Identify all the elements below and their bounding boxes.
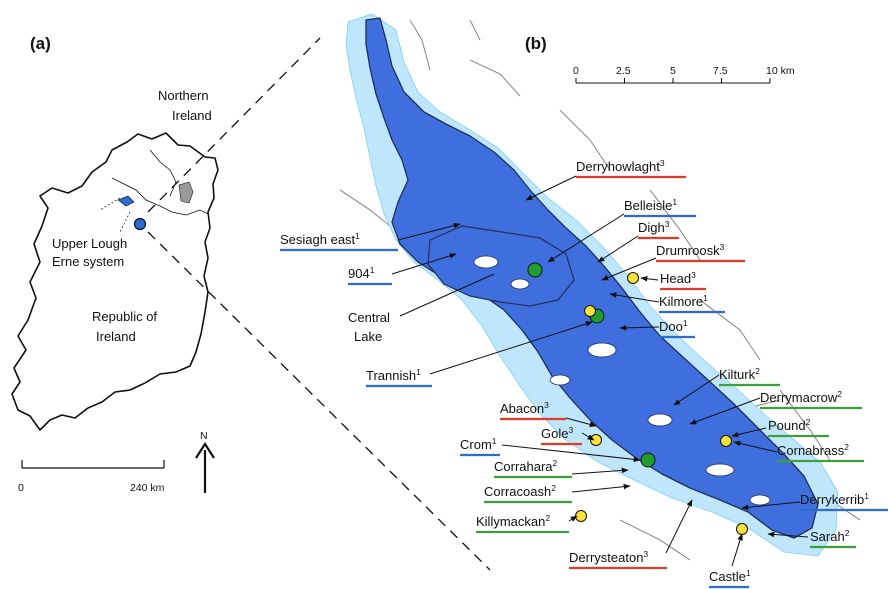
overview-scale-tick-0: 0 bbox=[18, 482, 24, 494]
connector-line-bottom bbox=[147, 231, 491, 571]
lake-label-gole: Gole3 bbox=[541, 425, 573, 441]
lake-label-cornabrass: Cornabrass2 bbox=[777, 442, 849, 458]
republic-label-1: Republic of bbox=[92, 309, 157, 324]
lake-label-904: 9041 bbox=[348, 265, 375, 281]
yellow-marker-castle bbox=[736, 523, 748, 535]
lake-label-castle: Castle1 bbox=[709, 568, 751, 584]
leader-arrow-head bbox=[640, 275, 659, 282]
upper-lough-erne-marker bbox=[133, 217, 147, 231]
detail-scale-tick-3: 7.5 bbox=[713, 65, 728, 77]
leader-arrow-derrysteaton bbox=[665, 499, 693, 554]
republic-label-2: Ireland bbox=[96, 329, 136, 344]
leader-arrow-derryhowlaght bbox=[525, 175, 577, 201]
yellow-marker-doo bbox=[584, 305, 596, 317]
leader-arrow-pound bbox=[731, 427, 767, 438]
lake-label-abacon: Abacon3 bbox=[500, 400, 549, 416]
lake-label-corrahara: Corrahara2 bbox=[494, 458, 558, 474]
leader-arrow-crom bbox=[501, 444, 641, 463]
lake-label-sarah: Sarah2 bbox=[810, 528, 850, 544]
north-label: N bbox=[200, 430, 208, 442]
leader-arrow-doo bbox=[619, 325, 660, 331]
leader-arrow-904 bbox=[391, 253, 457, 275]
leader-arrow-killymackan bbox=[568, 515, 578, 522]
leader-arrow-corracoash bbox=[571, 483, 631, 493]
detail-scale-bar: 0 2.5 5 7.5 10 km bbox=[573, 65, 795, 84]
central-lake-label-1: Central bbox=[348, 310, 390, 325]
northern-ireland-label-1: Northern bbox=[158, 88, 209, 103]
overview-scale-tick-1: 240 km bbox=[130, 482, 165, 494]
system-label-1: Upper Lough bbox=[52, 236, 127, 251]
detail-map: (b) bbox=[280, 13, 888, 589]
border-line-north bbox=[149, 149, 177, 197]
system-label-2: Erne system bbox=[52, 254, 124, 269]
leader-arrow-castle bbox=[731, 533, 743, 567]
lake-label-kilturk: Kilturk2 bbox=[719, 366, 760, 382]
lake-label-doo: Doo1 bbox=[659, 318, 688, 334]
north-arrow: N bbox=[195, 430, 215, 493]
lake-label-pound: Pound2 bbox=[768, 417, 811, 433]
green-marker-belleisle bbox=[527, 262, 543, 278]
lake-label-sesiagh-east: Sesiagh east1 bbox=[280, 231, 360, 247]
lake-label-derrykerrib: Derrykerrib1 bbox=[800, 491, 869, 507]
panel-label-b: (b) bbox=[525, 34, 547, 53]
lough-water bbox=[365, 17, 819, 539]
lake-labels: Sesiagh east1 9041 Trannish1 Abacon3 Gole3 Cr… bbox=[280, 158, 888, 589]
yellow-marker-pound bbox=[720, 435, 732, 447]
overview-map: (a) Northern Ireland Republic of Ireland… bbox=[11, 34, 219, 494]
central-lake-label-2: Lake bbox=[354, 329, 382, 344]
lough-neagh bbox=[178, 181, 194, 204]
lake-label-derrymacrow: Derrymacrow2 bbox=[760, 389, 842, 405]
lake-label-kilmore: Kilmore1 bbox=[659, 293, 708, 309]
lake-label-crom: Crom1 bbox=[460, 436, 497, 452]
lake-label-drumroosk: Drumroosk3 bbox=[656, 242, 725, 258]
central-lake bbox=[427, 225, 575, 307]
leader-arrow-cornabrass bbox=[733, 440, 778, 453]
yellow-marker-gole bbox=[590, 434, 602, 446]
ireland-outline bbox=[11, 132, 219, 431]
leader-arrow-derrykerrib bbox=[741, 501, 801, 511]
detail-scale-tick-0: 0 bbox=[573, 65, 579, 77]
site-markers bbox=[527, 262, 748, 535]
leader-arrow-trannish bbox=[429, 321, 593, 375]
leader-arrow-belleisle bbox=[547, 213, 625, 263]
leader-arrow-digh bbox=[597, 235, 639, 263]
lake-label-digh: Digh3 bbox=[638, 219, 670, 235]
leader-arrow-sarah bbox=[767, 531, 809, 538]
islands bbox=[473, 255, 771, 506]
detail-scale-tick-2: 5 bbox=[670, 65, 676, 77]
leader-arrow-abacon bbox=[565, 417, 597, 428]
lake-label-derrysteaton: Derrysteaton3 bbox=[569, 549, 648, 565]
lake-label-trannish: Trannish1 bbox=[366, 367, 421, 383]
yellow-marker-head bbox=[627, 272, 639, 284]
leader-arrow-corrahara bbox=[571, 467, 629, 475]
detail-scale-tick-1: 2.5 bbox=[616, 65, 631, 77]
green-marker-crom bbox=[640, 452, 656, 468]
connector-line-top bbox=[147, 37, 321, 213]
leader-arrow-drumroosk bbox=[601, 257, 657, 281]
overview-scale-bar: 0 240 km bbox=[18, 460, 165, 494]
northern-ireland-label-2: Ireland bbox=[172, 108, 212, 123]
panel-label-a: (a) bbox=[30, 34, 51, 53]
leader-arrow-gole bbox=[581, 432, 595, 441]
lake-label-corracoash: Corracoash2 bbox=[484, 483, 556, 499]
detail-scale-tick-4: 10 km bbox=[766, 65, 795, 77]
leader-arrow-kilmore bbox=[609, 292, 660, 303]
leader-arrow-kilturk bbox=[673, 374, 720, 406]
leader-arrow-derrymacrow bbox=[689, 397, 761, 425]
leader-arrow-sesiagh-east bbox=[397, 222, 461, 241]
lake-label-killymackan: Killymackan2 bbox=[476, 513, 550, 529]
lake-label-head: Head3 bbox=[660, 270, 696, 286]
border-line bbox=[111, 177, 209, 216]
lower-lough-erne bbox=[117, 195, 135, 207]
yellow-marker-killymackan bbox=[575, 510, 587, 522]
lake-label-belleisle: Belleisle1 bbox=[624, 197, 677, 213]
lake-label-derryhowlaght: Derryhowlaght3 bbox=[576, 158, 665, 174]
